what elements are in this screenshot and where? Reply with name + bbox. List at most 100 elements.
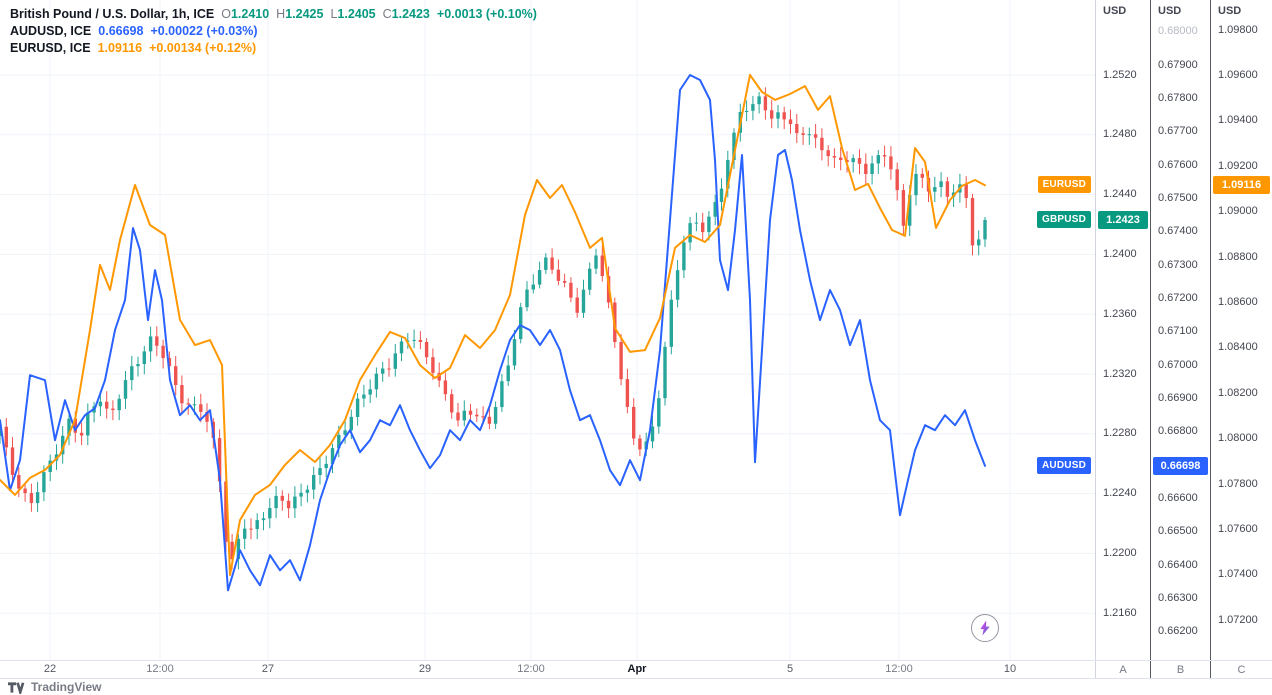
price-tick: 0.66600 <box>1158 492 1198 505</box>
symbol-description: AUDUSD, ICE <box>10 24 92 38</box>
time-tick: 12:00 <box>885 663 913 675</box>
price-tick: 0.67100 <box>1158 325 1198 338</box>
price-tick: 1.07200 <box>1218 613 1258 626</box>
time-axis[interactable]: 22 12:00 27 29 12:00 Apr 5 12:00 10 <box>0 660 1095 678</box>
low-label: L <box>330 7 338 21</box>
price-tick: 1.08200 <box>1218 386 1258 399</box>
time-tick: Apr <box>627 663 647 675</box>
price-tick: 1.2440 <box>1103 188 1137 201</box>
price-scale-c[interactable]: USD 1.09800 1.09600 1.09400 1.09200 1.09000 1… <box>1210 0 1272 678</box>
legend-row-gbpusd[interactable]: British Pound / U.S. Dollar, 1h, ICE O1.2… <box>10 6 537 23</box>
price-tick: 0.67700 <box>1158 125 1198 138</box>
price-tick: 1.2160 <box>1103 606 1137 619</box>
symbol-description: British Pound / U.S. Dollar, 1h, ICE <box>10 7 215 21</box>
high-label: H <box>276 7 286 21</box>
price-chart-canvas[interactable] <box>0 0 1095 660</box>
audusd-line-series <box>0 74 986 592</box>
time-axis-separator <box>0 660 1272 661</box>
price-tick: 1.09600 <box>1218 68 1258 81</box>
change-value: +0.00022 (+0.03%) <box>150 24 258 38</box>
price-tick: 0.66800 <box>1158 425 1198 438</box>
time-tick: 22 <box>43 663 57 675</box>
price-tick: 1.08800 <box>1218 250 1258 263</box>
axis-currency-label: USD <box>1158 5 1182 17</box>
price-tick: 0.66300 <box>1158 592 1198 605</box>
price-tick: 1.2520 <box>1103 68 1137 81</box>
chart-pane[interactable]: British Pound / U.S. Dollar, 1h, ICE O1.2… <box>0 0 1095 660</box>
time-tick: 5 <box>786 663 794 675</box>
grid <box>0 0 1095 660</box>
high-value: 1.2425 <box>285 7 324 21</box>
legend: British Pound / U.S. Dollar, 1h, ICE O1.2… <box>10 6 537 57</box>
tradingview-logo[interactable]: TradingView <box>8 680 101 694</box>
close-value: 1.2423 <box>391 7 430 21</box>
price-tick: 1.09000 <box>1218 205 1258 218</box>
price-tick: 0.68000 <box>1158 25 1198 38</box>
change-value: +0.00134 (+0.12%) <box>149 41 257 55</box>
price-tick: 0.66900 <box>1158 392 1198 404</box>
last-value: 0.66698 <box>98 24 144 38</box>
lightning-icon <box>980 620 990 636</box>
price-tick: 0.67000 <box>1158 358 1198 371</box>
gbpusd-candlestick-series <box>0 87 987 570</box>
price-tick: 1.08000 <box>1218 432 1258 445</box>
price-tick: 0.67300 <box>1158 258 1198 271</box>
symbol-description: EURUSD, ICE <box>10 41 91 55</box>
price-tick: 0.66500 <box>1158 525 1198 538</box>
scale-letter-a[interactable]: A <box>1119 664 1127 676</box>
price-tick: 0.67500 <box>1158 191 1198 204</box>
price-tick: 1.07800 <box>1218 477 1258 490</box>
price-tick: 1.2480 <box>1103 128 1137 141</box>
open-label: O <box>221 7 231 21</box>
scale-letter-c[interactable]: C <box>1237 664 1246 676</box>
price-tick: 0.67600 <box>1158 158 1198 171</box>
open-value: 1.2410 <box>230 7 270 21</box>
price-tick: 0.66200 <box>1158 625 1198 638</box>
price-tick: 0.66400 <box>1158 558 1198 571</box>
axis-currency-label: USD <box>1103 5 1127 17</box>
audusd-price-label: 0.66698 <box>1153 456 1208 475</box>
boost-button[interactable] <box>971 614 999 642</box>
gbpusd-series-label[interactable]: GBPUSD <box>1037 211 1091 228</box>
scale-letter-b[interactable]: B <box>1176 664 1185 676</box>
price-tick: 1.2200 <box>1103 546 1137 559</box>
eurusd-price-label: 1.09116 <box>1213 176 1270 195</box>
price-tick: 1.2320 <box>1103 367 1137 380</box>
time-tick: 27 <box>261 663 275 675</box>
price-tick: 1.2240 <box>1103 487 1137 500</box>
time-tick: 12:00 <box>517 663 545 675</box>
price-scale-b[interactable]: USD 0.68000 0.67900 0.67800 0.67700 0.67600 0… <box>1150 0 1210 678</box>
legend-row-eurusd[interactable]: EURUSD, ICE 1.09116 +0.00134 (+0.12%) <box>10 40 537 57</box>
eurusd-line-series <box>0 73 986 576</box>
price-tick: 0.67200 <box>1158 291 1198 304</box>
price-tick: 1.07400 <box>1218 568 1258 581</box>
low-value: 1.2405 <box>337 7 376 21</box>
close-label: C <box>382 7 392 21</box>
time-tick: 10 <box>1003 663 1017 675</box>
price-tick: 1.08600 <box>1218 295 1258 308</box>
footer-bar: TradingView <box>0 678 1272 695</box>
brand-name: TradingView <box>31 680 102 694</box>
time-tick: 29 <box>418 663 432 675</box>
time-tick: 12:00 <box>146 663 174 675</box>
eurusd-series-label[interactable]: EURUSD <box>1037 176 1091 194</box>
gbpusd-price-label: 1.2423 <box>1098 211 1148 229</box>
last-value: 1.09116 <box>97 41 143 55</box>
price-tick: 0.67400 <box>1158 225 1198 238</box>
price-tick: 1.07600 <box>1218 522 1258 535</box>
price-tick: 1.2280 <box>1103 427 1137 440</box>
audusd-series-label[interactable]: AUDUSD <box>1037 456 1091 474</box>
price-tick: 1.09200 <box>1218 159 1258 172</box>
legend-row-audusd[interactable]: AUDUSD, ICE 0.66698 +0.00022 (+0.03%) <box>10 23 537 40</box>
price-scale-a[interactable]: USD 1.2520 1.2480 1.2440 1.2400 1.2360 1.2320… <box>1095 0 1150 678</box>
price-tick: 1.09400 <box>1218 114 1258 127</box>
price-tick: 0.67800 <box>1158 91 1198 104</box>
price-tick: 1.08400 <box>1218 341 1258 354</box>
tradingview-logo-icon <box>8 681 25 694</box>
price-tick: 1.2360 <box>1103 307 1137 320</box>
price-tick: 1.2400 <box>1103 247 1137 260</box>
axis-currency-label: USD <box>1218 5 1242 17</box>
change-value: +0.0013 (+0.10%) <box>436 7 537 21</box>
price-tick: 1.09800 <box>1218 23 1258 36</box>
